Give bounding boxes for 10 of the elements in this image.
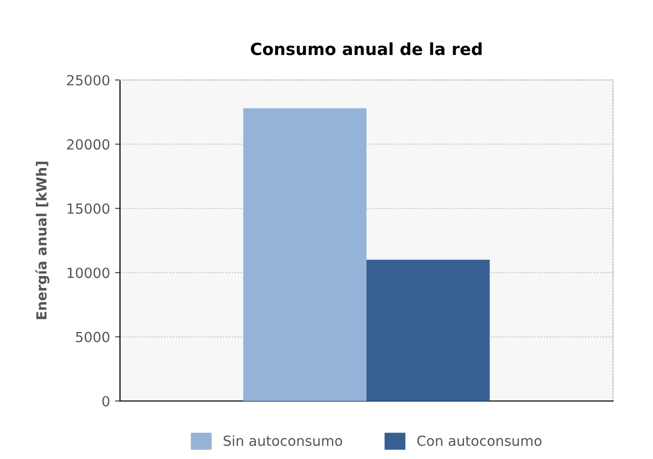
y-tick-label: 5000 bbox=[76, 332, 110, 342]
y-tick-label: 20000 bbox=[67, 139, 110, 150]
y-tick-label: 25000 bbox=[67, 74, 110, 86]
y-axis-title: Energía anual [kWh] bbox=[35, 162, 50, 320]
y-tick-label: 0 bbox=[102, 396, 110, 406]
chart-title: Consumo anual de la red bbox=[250, 42, 482, 56]
legend-label: Sin autoconsumo bbox=[224, 435, 342, 446]
y-tick-label: 15000 bbox=[68, 203, 110, 214]
y-tick-label: 10000 bbox=[68, 268, 110, 278]
legend-label: Con autoconsumo bbox=[417, 436, 542, 446]
